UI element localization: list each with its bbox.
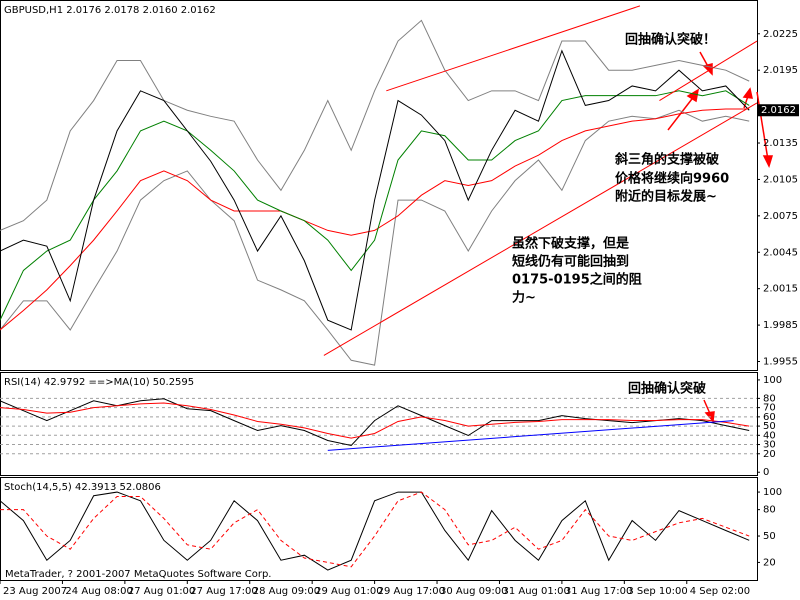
rsi-panel <box>0 372 758 476</box>
y-tick-label: 2.0105 <box>763 174 798 185</box>
annotation: 回抽确认突破 <box>628 381 706 397</box>
x-tick-label: 4 Sep 02:00 <box>690 586 750 597</box>
x-tick-label: 29 Aug 17:00 <box>378 586 445 597</box>
x-tick-label: 28 Aug 09:00 <box>253 586 320 597</box>
panel-title: Stoch(14,5,5) 42.3913 52.0806 <box>4 482 161 493</box>
arrow <box>756 91 769 161</box>
panel-title: RSI(14) 42.9792 ==>MA(10) 50.2595 <box>4 377 194 388</box>
footer: MetaTrader, ? 2001-2007 MetaQuotes Softw… <box>5 569 271 580</box>
annotation: 附近的目标发展~ <box>615 189 717 205</box>
y-tick-label: 2.0075 <box>763 211 798 222</box>
y-tick-label: 2.0225 <box>763 29 798 40</box>
last-price-label: 2.0162 <box>761 105 796 116</box>
x-tick-label: 29 Aug 01:00 <box>315 586 382 597</box>
x-tick-label: 27 Aug 01:00 <box>128 586 195 597</box>
arrow <box>667 94 696 131</box>
y-tick-label: 50 <box>763 531 776 542</box>
y-tick-label: 70 <box>763 403 776 414</box>
x-tick-label: 30 Aug 09:00 <box>440 586 507 597</box>
series-line <box>0 109 750 366</box>
series-line <box>0 108 750 331</box>
series-line <box>0 19 750 231</box>
series-line <box>0 491 750 571</box>
x-tick-label: 31 Aug 01:00 <box>502 586 569 597</box>
y-tick-label: 100 <box>763 487 782 498</box>
arrow-head <box>742 87 753 99</box>
stoch-panel <box>0 477 758 581</box>
y-tick-label: 1.9955 <box>763 357 798 368</box>
y-tick-label: 2.0015 <box>763 284 798 295</box>
annotation: 虽然下破支撑，但是 <box>512 236 630 252</box>
x-tick-label: 31 Aug 17:00 <box>565 586 632 597</box>
y-tick-label: 20 <box>763 449 776 460</box>
y-tick-label: 100 <box>763 375 782 386</box>
y-tick-label: 80 <box>763 393 776 404</box>
y-tick-label: 1.9985 <box>763 320 798 331</box>
y-tick-label: 20 <box>763 557 776 568</box>
annotation: 回抽确认突破！ <box>625 32 716 48</box>
annotation: 0175-0195之间的阻 <box>512 272 642 288</box>
x-tick-label: 3 Sep 10:00 <box>627 586 687 597</box>
series-line <box>0 491 750 568</box>
series-line <box>0 398 750 447</box>
x-tick-label: 23 Aug 2007 <box>3 586 67 597</box>
main-panel <box>0 0 758 371</box>
series-line <box>0 49 750 331</box>
trend-line <box>327 420 734 451</box>
y-tick-label: 80 <box>763 505 776 516</box>
series-line <box>0 90 750 321</box>
arrow-head <box>686 88 700 103</box>
y-tick-label: 2.0135 <box>763 138 798 149</box>
annotation: 力~ <box>512 290 536 306</box>
y-tick-label: 2.0045 <box>763 247 798 258</box>
series-line <box>0 402 750 439</box>
y-tick-label: 60 <box>763 412 776 423</box>
annotation: 价格将继续向9960 <box>615 171 729 187</box>
trend-line <box>659 40 758 101</box>
annotation: 短线仍有可能回抽到 <box>512 254 629 270</box>
y-tick-label: 0 <box>763 467 769 478</box>
y-tick-label: 2.0195 <box>763 65 798 76</box>
y-tick-label: 30 <box>763 440 776 451</box>
trend-line <box>323 102 758 356</box>
x-tick-label: 27 Aug 17:00 <box>190 586 257 597</box>
arrow-head <box>762 155 774 169</box>
trend-line <box>386 5 641 92</box>
annotation: 斜三角的支撑被破 <box>614 152 719 168</box>
y-tick-label: 50 <box>763 421 776 432</box>
x-tick-label: 24 Aug 08:00 <box>65 586 132 597</box>
panel-title: GBPUSD,H1 2.0176 2.0178 2.0160 2.0162 <box>4 5 216 16</box>
y-tick-label: 40 <box>763 430 776 441</box>
last-price-box <box>757 104 799 117</box>
